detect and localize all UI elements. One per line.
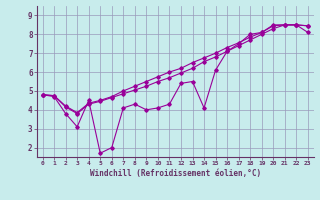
X-axis label: Windchill (Refroidissement éolien,°C): Windchill (Refroidissement éolien,°C)	[90, 169, 261, 178]
